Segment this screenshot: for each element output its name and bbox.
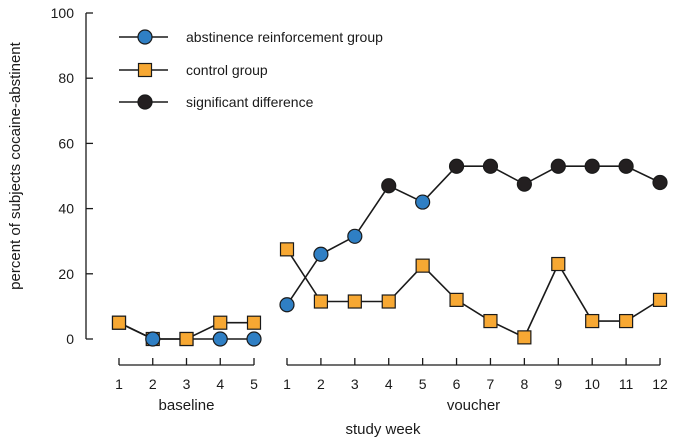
control-group-point: [415, 258, 430, 273]
voucher-x-tick-label: 9: [554, 376, 562, 392]
voucher-x-tick-label: 10: [584, 376, 600, 392]
voucher-phase-label: voucher: [447, 397, 500, 414]
voucher-x-tick-label: 8: [520, 376, 528, 392]
control-group-point: [347, 294, 362, 309]
legend-marker-circle: [137, 94, 153, 110]
significant-difference-point: [482, 158, 499, 174]
baseline-x-tick-label: 4: [216, 376, 224, 392]
voucher-x-tick-label: 12: [652, 376, 668, 392]
significant-difference-point: [381, 178, 397, 194]
abstinence-group-point: [145, 331, 161, 347]
control-group-point: [517, 330, 532, 345]
voucher-x-tick-label: 5: [419, 376, 427, 392]
control-group-point: [551, 256, 566, 272]
y-tick-label: 80: [58, 70, 74, 86]
voucher-x-tick-label: 7: [487, 376, 495, 392]
voucher-x-tick-label: 11: [619, 376, 634, 392]
significant-difference-point: [550, 158, 566, 174]
abstinence-group-point: [246, 331, 262, 347]
voucher-x-tick-label: 1: [283, 376, 291, 392]
abstinence-group-point: [313, 246, 329, 262]
baseline-x-tick-label: 1: [115, 376, 123, 392]
significant-difference-point: [448, 158, 465, 174]
control-group-point: [652, 292, 668, 307]
voucher-x-tick-label: 4: [385, 376, 393, 392]
abstinence-group-point: [347, 228, 363, 244]
legend-label: significant difference: [186, 94, 314, 110]
y-tick-label: 100: [51, 5, 75, 21]
voucher-x-tick-label: 2: [317, 376, 325, 392]
y-axis-label: percent of subjects cocaine-abstinent: [7, 41, 24, 289]
voucher-x-tick-label: 6: [453, 376, 461, 392]
significant-difference-point: [652, 174, 668, 191]
y-tick-label: 40: [58, 201, 74, 217]
legend-label: abstinence reinforcement group: [186, 29, 383, 45]
x-axis-label: study week: [345, 421, 421, 438]
control-group-point: [213, 315, 228, 330]
control-group-point: [381, 294, 396, 309]
y-tick-label: 20: [58, 266, 74, 282]
abstinence-group-point: [279, 297, 295, 313]
baseline-x-tick-label: 5: [250, 376, 258, 392]
abstinence-group-point: [415, 194, 431, 210]
significant-difference-point: [516, 176, 532, 192]
y-tick-label: 0: [66, 331, 74, 347]
significant-difference-point: [618, 158, 634, 174]
series-line-voucher: [286, 248, 661, 339]
abstinence-group-point: [111, 315, 127, 330]
control-group-point: [483, 313, 498, 329]
significant-difference-point: [584, 158, 600, 174]
abstinence-group-point: [179, 331, 194, 347]
baseline-phase-label: baseline: [159, 397, 215, 414]
control-group-point: [449, 292, 464, 307]
control-group-point: [618, 313, 634, 329]
legend-marker-circle: [137, 29, 153, 45]
control-group-point: [246, 315, 262, 330]
voucher-x-tick-label: 3: [351, 376, 359, 392]
legend-marker-square: [137, 62, 153, 78]
control-group-point: [585, 313, 600, 329]
legend-label: control group: [186, 62, 268, 78]
control-group-point: [279, 242, 295, 257]
control-group-point: [313, 294, 329, 309]
abstinence-group-point: [212, 331, 228, 347]
series-line-voucher: [286, 165, 661, 306]
baseline-x-tick-label: 3: [183, 376, 191, 392]
baseline-x-tick-label: 2: [149, 376, 157, 392]
y-tick-label: 60: [58, 135, 74, 151]
